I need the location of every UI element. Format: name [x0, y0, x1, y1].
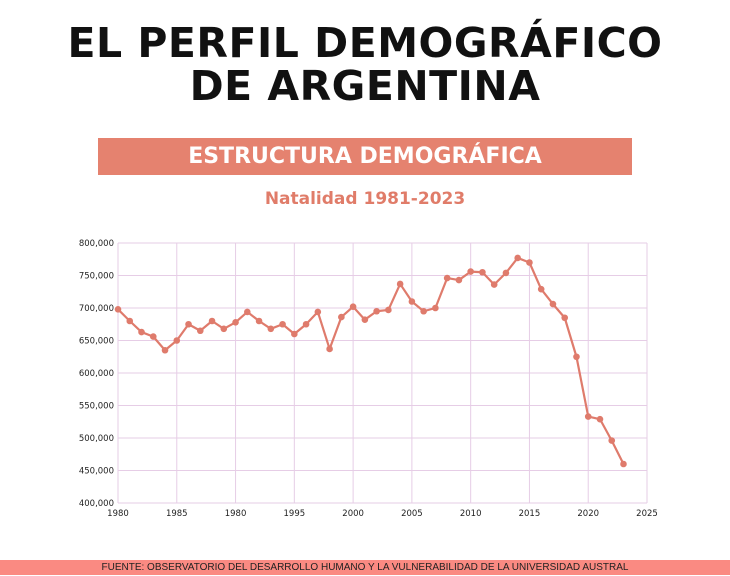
data-point [620, 460, 627, 468]
title-line-1: EL PERFIL DEMOGRÁFICO [67, 19, 663, 67]
x-tick-label: 1985 [166, 509, 188, 519]
y-tick-label: 450,000 [79, 467, 114, 477]
data-point [220, 325, 228, 333]
y-tick-label: 400,000 [79, 499, 114, 509]
x-tick-label: 1995 [284, 509, 306, 519]
data-point [361, 316, 369, 324]
data-point [149, 333, 157, 340]
x-tick-label: 2005 [401, 509, 423, 519]
data-point [267, 325, 275, 333]
data-point [326, 345, 333, 353]
x-tick-label: 1980 [225, 509, 247, 519]
y-tick-label: 700,000 [79, 304, 114, 314]
data-point [514, 254, 521, 262]
data-point [490, 281, 498, 288]
data-point [584, 413, 592, 420]
data-point [608, 437, 616, 444]
data-point [138, 328, 145, 336]
data-point [455, 276, 463, 284]
x-tick-label: 2000 [342, 509, 364, 519]
data-point [173, 337, 181, 344]
x-tick-label: 2020 [577, 509, 599, 519]
data-point [479, 268, 486, 276]
data-point [561, 314, 569, 322]
x-tick-label: 2010 [460, 509, 482, 519]
data-point [573, 353, 580, 361]
y-tick-label: 550,000 [79, 402, 114, 412]
data-point [126, 317, 134, 325]
data-point [349, 303, 357, 311]
data-point [196, 327, 204, 335]
data-point [208, 317, 216, 325]
series-line [117, 256, 625, 465]
data-point [385, 306, 392, 314]
data-point [338, 313, 345, 321]
section-banner: ESTRUCTURA DEMOGRÁFICA [98, 138, 632, 175]
data-point [596, 415, 604, 423]
y-tick-label: 750,000 [79, 272, 114, 282]
data-point [443, 274, 451, 282]
data-point [185, 320, 192, 328]
data-point [432, 304, 439, 312]
y-tick-label: 800,000 [79, 239, 114, 249]
data-point [255, 317, 263, 325]
data-point [279, 320, 286, 328]
data-point [467, 268, 474, 275]
data-point [161, 346, 169, 354]
data-point [232, 319, 239, 326]
x-tick-label: 2015 [519, 509, 541, 519]
data-point [302, 320, 310, 328]
source-footer: FUENTE: OBSERVATORIO DEL DESARROLLO HUMA… [0, 560, 730, 575]
data-point [396, 280, 404, 288]
data-point [373, 307, 380, 315]
chart-title: Natalidad 1981-2023 [264, 189, 466, 209]
data-point [291, 330, 298, 338]
x-tick-label: 1980 [107, 509, 129, 519]
data-point [244, 308, 251, 316]
y-tick-label: 500,000 [79, 434, 114, 444]
data-point [537, 285, 545, 293]
title-line-2: DE ARGENTINA [189, 62, 541, 110]
page-title: EL PERFIL DEMOGRÁFICO DE ARGENTINA [0, 22, 730, 108]
data-point [314, 308, 322, 316]
data-point [526, 259, 533, 266]
y-tick-label: 650,000 [79, 337, 114, 347]
data-point [420, 307, 427, 315]
y-tick-label: 600,000 [79, 369, 114, 379]
data-point [549, 300, 557, 308]
data-point [408, 298, 416, 305]
x-tick-label: 2025 [636, 509, 658, 519]
data-point [502, 269, 510, 277]
data-point [114, 306, 122, 313]
